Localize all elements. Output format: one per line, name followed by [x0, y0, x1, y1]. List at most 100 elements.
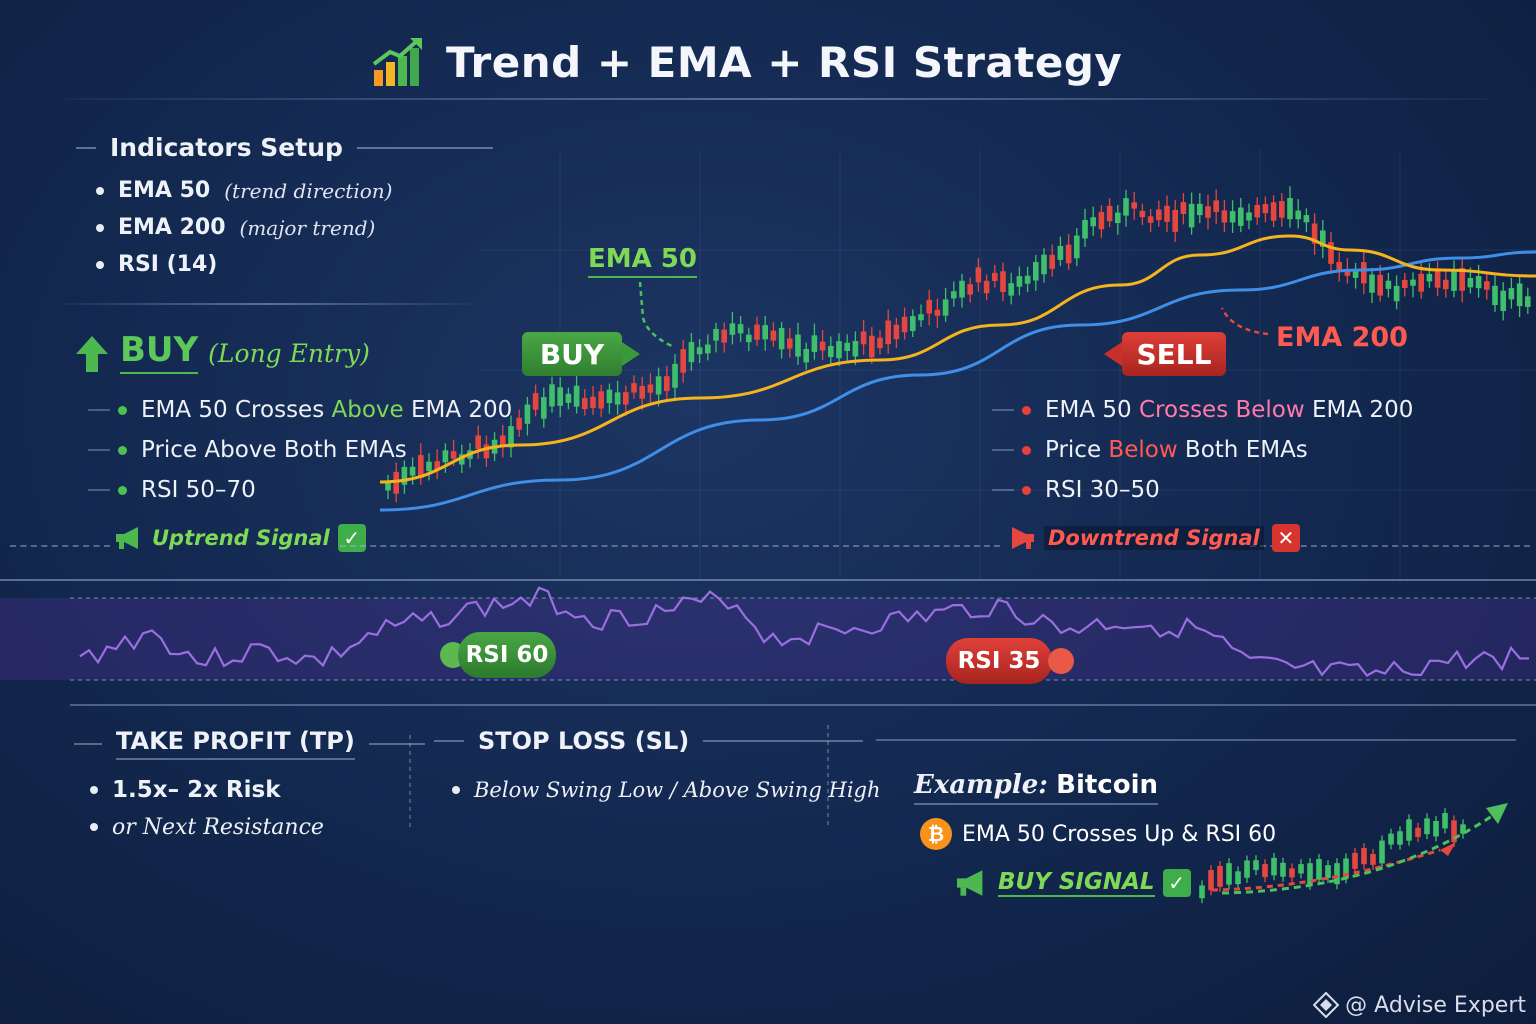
- candle: [951, 281, 957, 307]
- ema200-label: EMA 200: [1276, 322, 1408, 353]
- candle: [549, 376, 555, 413]
- candle: [1289, 863, 1295, 883]
- sell-tag: SELL: [1104, 332, 1226, 376]
- candle: [1451, 815, 1457, 848]
- candle: [1500, 282, 1506, 321]
- candle: [680, 339, 686, 383]
- candle: [1406, 814, 1412, 846]
- candle: [639, 376, 645, 411]
- candle: [696, 339, 703, 364]
- candle: [1033, 254, 1039, 291]
- diamond-logo-icon: [1313, 992, 1340, 1018]
- megaphone-icon: [1006, 525, 1036, 551]
- candle: [1090, 206, 1096, 236]
- bar-chart-rising-icon: [370, 34, 426, 90]
- candle: [1433, 815, 1439, 842]
- candle: [992, 264, 998, 288]
- candle: [901, 307, 908, 340]
- check-icon: ✓: [1162, 869, 1191, 897]
- candle: [1065, 234, 1072, 270]
- candle: [1057, 236, 1064, 267]
- candle: [1443, 270, 1449, 298]
- candle: [1442, 808, 1448, 834]
- sell-conditions: EMA 50 Crosses Below EMA 200 Price Below…: [1022, 390, 1413, 510]
- candle: [1082, 208, 1088, 247]
- indicators-divider: [62, 303, 472, 305]
- candle: [926, 289, 932, 326]
- candle: [803, 342, 809, 370]
- candle: [1238, 197, 1244, 233]
- example-arrow-head: [1486, 803, 1508, 824]
- indicators-list: EMA 50 (trend direction) EMA 200 (major tr…: [96, 172, 392, 283]
- watermark: @ Advise Expert: [1313, 992, 1526, 1018]
- candle: [1235, 866, 1241, 890]
- candle: [1041, 248, 1047, 283]
- candle: [1024, 266, 1031, 293]
- candle: [1172, 199, 1178, 243]
- candle: [434, 449, 440, 479]
- stop-loss-list: Below Swing Low / Above Swing High: [452, 771, 881, 809]
- candle: [778, 321, 785, 359]
- buy-heading: BUY (Long Entry): [74, 330, 370, 374]
- ema200-leader: [1220, 307, 1269, 336]
- example-arrow-green: [1221, 814, 1493, 895]
- candle: [1424, 813, 1430, 840]
- candle: [942, 287, 949, 322]
- candle: [1370, 848, 1376, 870]
- candle: [1246, 203, 1252, 230]
- candle: [1361, 843, 1367, 870]
- candle: [1280, 857, 1286, 882]
- candle: [483, 435, 490, 467]
- candle: [1221, 200, 1228, 232]
- candle: [1385, 272, 1392, 298]
- ema50-label: EMA 50: [588, 244, 697, 278]
- candle: [1270, 195, 1277, 228]
- candle: [1008, 272, 1014, 305]
- candle: [1415, 822, 1421, 843]
- candle: [1016, 266, 1023, 296]
- candle: [688, 333, 695, 371]
- candles: [385, 186, 1531, 503]
- candle: [770, 322, 777, 347]
- arrow-up-icon: [74, 334, 110, 374]
- candle: [1131, 191, 1137, 220]
- candle: [385, 474, 391, 500]
- ema50-line: [379, 234, 1536, 484]
- candle: [1328, 231, 1334, 275]
- candle: [893, 317, 900, 348]
- candle: [631, 375, 637, 399]
- candle: [582, 389, 588, 416]
- candle: [1525, 287, 1531, 314]
- candle: [516, 409, 522, 437]
- uptrend-signal: Uptrend Signal ✓: [114, 524, 366, 552]
- candle: [1516, 275, 1523, 318]
- candle: [1262, 859, 1268, 883]
- candle: [1000, 262, 1006, 302]
- example-buy-signal: BUY SIGNAL ✓: [954, 868, 1191, 898]
- candle: [623, 385, 629, 416]
- candle: [1303, 208, 1310, 233]
- candle: [1287, 186, 1293, 228]
- candle: [795, 322, 801, 365]
- candle: [1262, 196, 1269, 223]
- candle: [1208, 865, 1214, 896]
- candle: [1123, 189, 1129, 227]
- example-line: ₿ EMA 50 Crosses Up & RSI 60: [920, 818, 1276, 850]
- candle: [1369, 267, 1375, 304]
- candle: [934, 298, 941, 328]
- candle: [565, 387, 572, 410]
- list-item: EMA 50 (trend direction): [96, 172, 392, 209]
- candle: [1147, 208, 1154, 233]
- candle: [869, 327, 875, 364]
- check-icon: ✓: [337, 524, 366, 552]
- candle: [1217, 860, 1223, 892]
- candle: [729, 311, 736, 345]
- candle: [1320, 219, 1326, 259]
- downtrend-signal: Downtrend Signal ✕: [1006, 524, 1300, 552]
- candle: [1361, 251, 1367, 295]
- candle: [811, 323, 818, 360]
- candle: [1325, 860, 1331, 884]
- candle: [754, 316, 760, 346]
- candle: [1199, 880, 1205, 904]
- candle: [401, 460, 408, 494]
